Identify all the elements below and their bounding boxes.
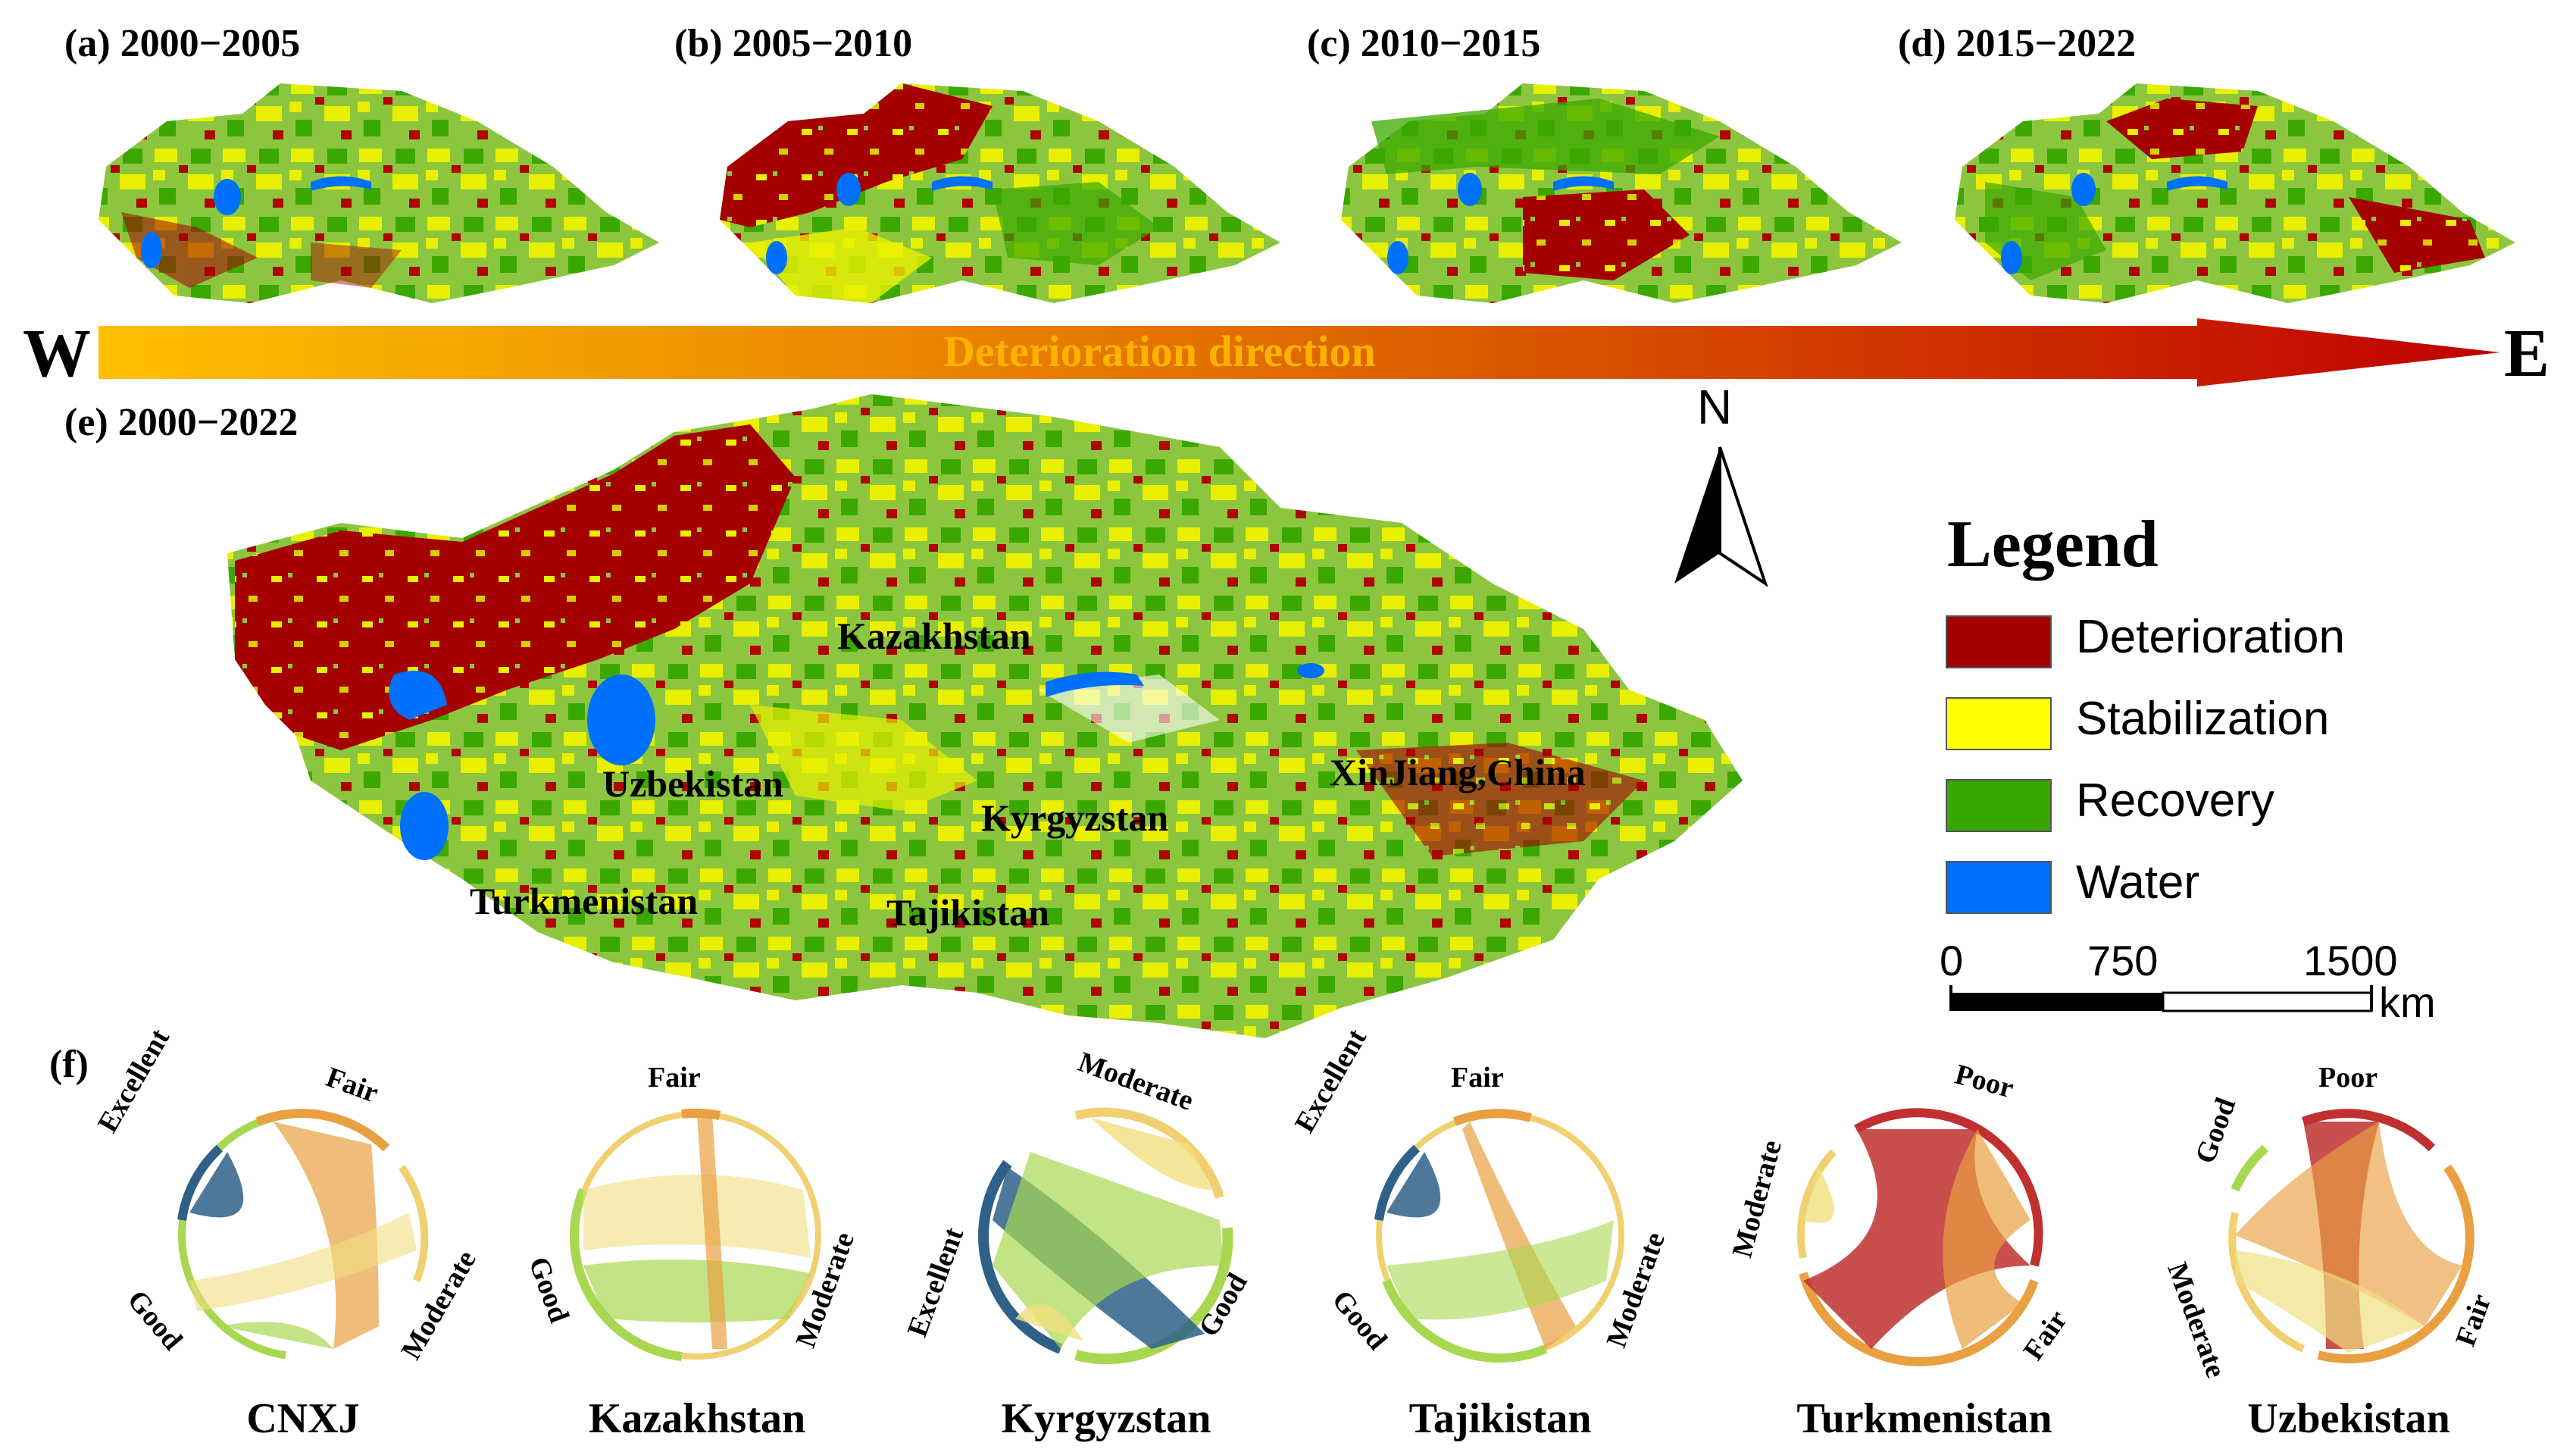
chord-cnxj-name: CNXJ xyxy=(246,1395,360,1442)
chord-kyrgyzstan-name: Kyrgyzstan xyxy=(1001,1395,1211,1442)
chord-kazakhstan-label-fair: Fair xyxy=(648,1062,701,1094)
chord-kazakhstan-name: Kazakhstan xyxy=(588,1395,806,1442)
scale-unit: km xyxy=(2379,978,2436,1026)
chord-tajikistan xyxy=(1374,1109,1624,1363)
legend-label-recovery: Recovery xyxy=(2076,775,2274,827)
label-kazakhstan: Kazakhstan xyxy=(837,615,1031,657)
chord-tajikistan-label-fair: Fair xyxy=(1451,1062,1504,1094)
chord-turkmenistan-name: Turkmenistan xyxy=(1796,1395,2052,1442)
map-2010-2015 xyxy=(1341,83,1902,303)
label-xinjiang: XinJiang,China xyxy=(1330,751,1586,793)
legend-label-water: Water xyxy=(2076,856,2200,909)
legend-swatch-recovery xyxy=(1946,779,2052,832)
map-2000-2022 xyxy=(227,394,1743,1038)
label-kyrgyzstan: Kyrgyzstan xyxy=(981,796,1169,839)
chord-kyrgyzstan-label-excellent: Excellent xyxy=(901,1223,971,1341)
chord-kyrgyzstan xyxy=(978,1107,1233,1365)
label-turkmenistan: Turkmenistan xyxy=(470,880,699,922)
chord-turkmenistan xyxy=(1796,1108,2043,1366)
west-label: W xyxy=(23,316,91,391)
scale-tick-0: 0 xyxy=(1940,937,1964,984)
chord-uzbekistan-name: Uzbekistan xyxy=(2247,1395,2450,1442)
legend-swatch-stabilization xyxy=(1946,697,2052,750)
legend-label-stabilization: Stabilization xyxy=(2076,693,2330,745)
deterioration-arrow xyxy=(98,318,2500,386)
scale-tick-1500: 1500 xyxy=(2303,937,2398,984)
map-2015-2022 xyxy=(1955,83,2515,303)
scale-tick-750: 750 xyxy=(2087,937,2159,984)
chord-cnxj xyxy=(177,1109,429,1360)
deterioration-direction-label: Deterioration direction xyxy=(943,327,1376,376)
map-2000-2005 xyxy=(98,83,659,303)
panel-a-title: (a) 2000−2005 xyxy=(64,22,301,65)
panel-e-title: (e) 2000−2022 xyxy=(64,401,299,444)
east-label: E xyxy=(2504,316,2550,391)
panel-b-title: (b) 2005−2010 xyxy=(674,22,913,65)
chord-tajikistan-name: Tajikistan xyxy=(1408,1395,1592,1442)
map-2005-2010 xyxy=(720,83,1280,303)
label-tajikistan: Tajikistan xyxy=(886,891,1049,934)
label-uzbekistan: Uzbekistan xyxy=(602,762,783,805)
chord-kazakhstan xyxy=(569,1108,821,1361)
north-arrow-icon xyxy=(1674,446,1768,587)
chord-uzbekistan xyxy=(2228,1109,2474,1364)
legend-label-deterioration: Deterioration xyxy=(2076,611,2345,663)
scale-bar xyxy=(1949,985,2373,1012)
north-label: N xyxy=(1697,380,1733,434)
legend-swatch-deterioration xyxy=(1946,615,2052,668)
legend-swatch-water xyxy=(1946,861,2052,914)
panel-c-title: (c) 2010−2015 xyxy=(1307,22,1541,65)
chord-uzbekistan-label-poor: Poor xyxy=(2318,1062,2378,1094)
panel-d-title: (d) 2015−2022 xyxy=(1898,22,2137,65)
legend-title: Legend xyxy=(1947,508,2159,581)
panel-f-title: (f) xyxy=(49,1043,89,1086)
